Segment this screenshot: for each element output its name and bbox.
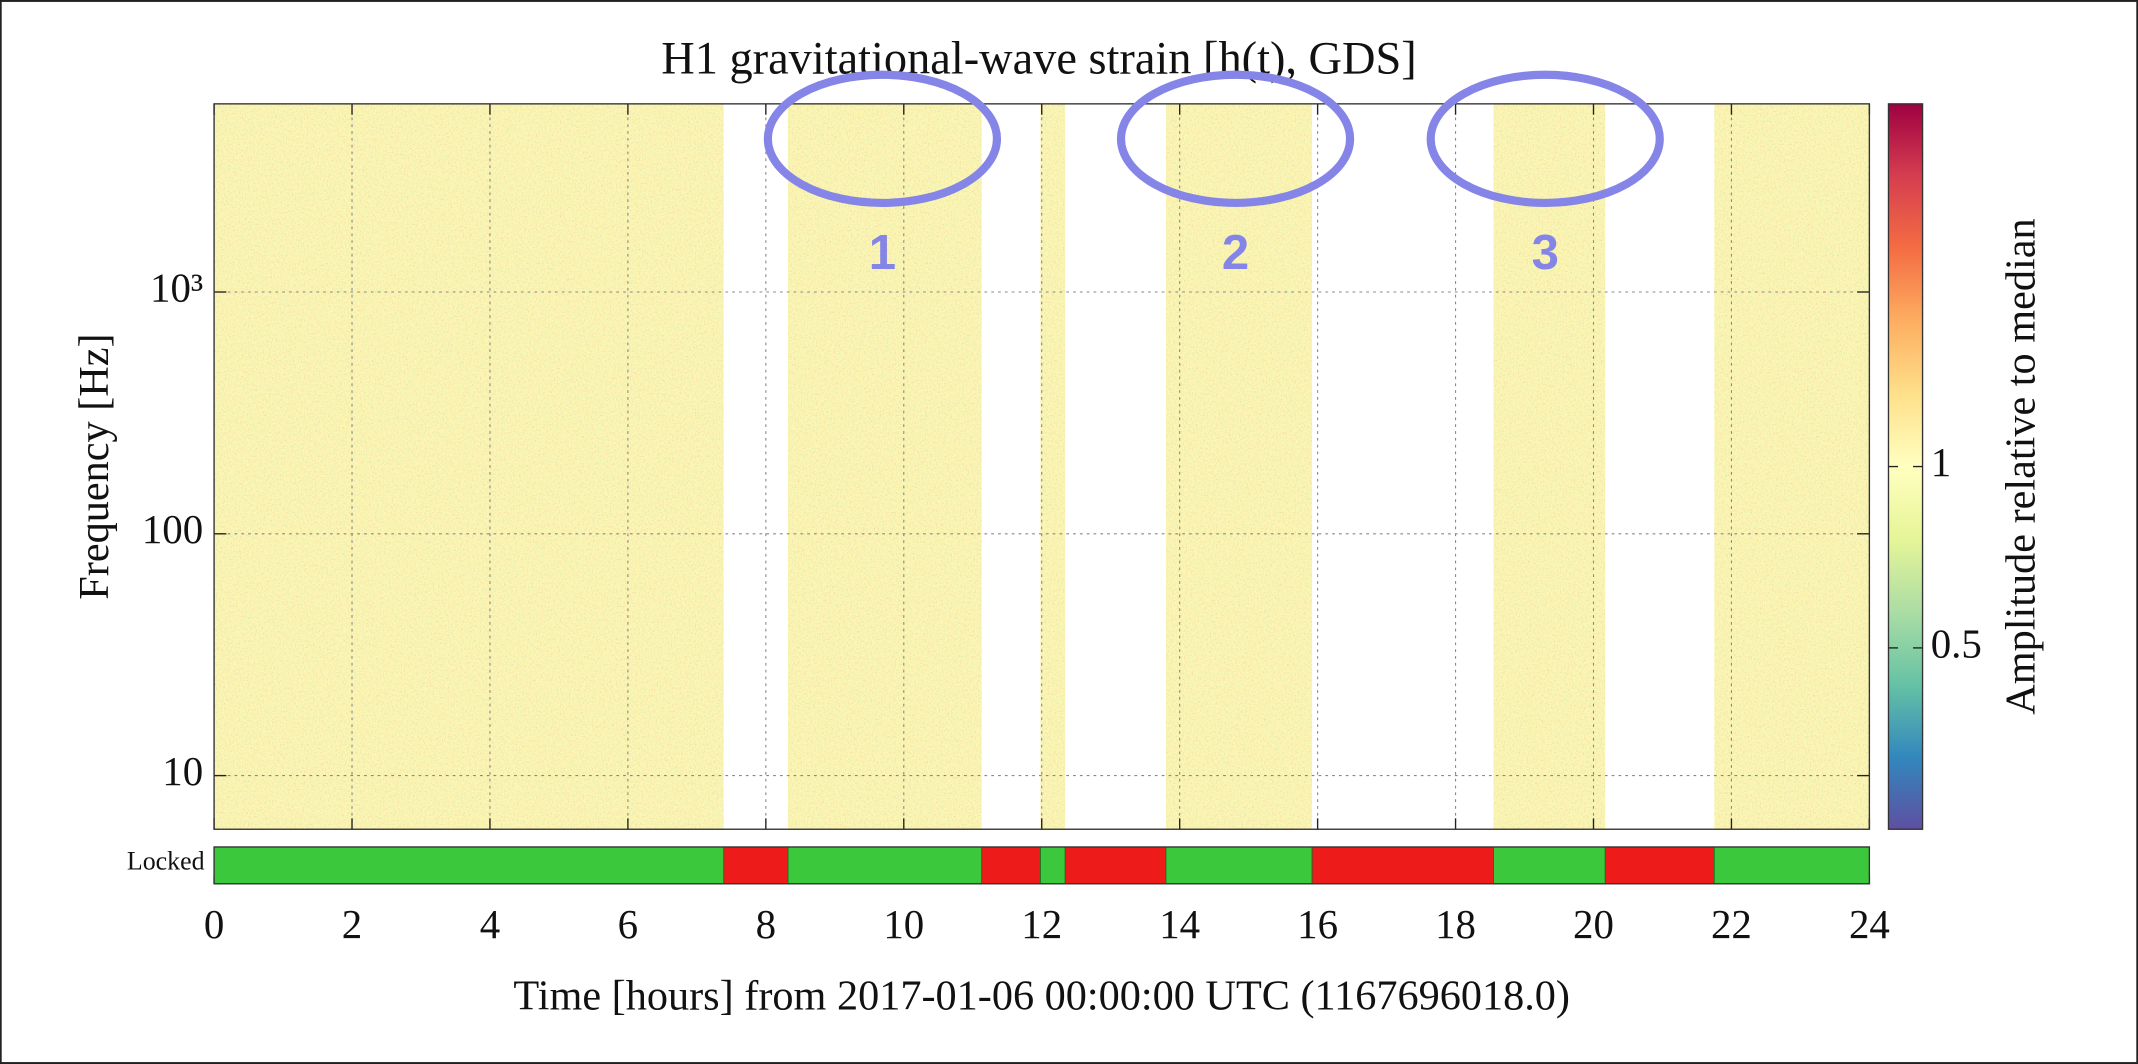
segment-on — [1493, 846, 1606, 885]
x-tick-label: 12 — [1021, 902, 1062, 947]
chart-title: H1 gravitational-wave strain [h(t), GDS] — [661, 34, 1416, 85]
x-tick-label: 10 — [883, 902, 924, 947]
annotation-label: 2 — [1222, 226, 1249, 280]
segment-frame — [213, 846, 1871, 885]
segment-on — [1039, 846, 1066, 885]
annotation-label: 1 — [869, 226, 896, 280]
segment-off — [981, 846, 1041, 885]
segment-off — [1604, 846, 1715, 885]
annotation-ellipse — [763, 70, 1002, 208]
segment-off — [723, 846, 789, 885]
x-tick-label: 14 — [1159, 902, 1200, 947]
x-tick-label: 4 — [480, 902, 500, 947]
x-tick-label: 24 — [1849, 902, 1890, 947]
colorbar-label: Amplitude relative to median — [1998, 218, 2045, 714]
y-axis-label: Frequency [Hz] — [71, 333, 118, 599]
y-tick-label: 100 — [142, 507, 203, 552]
x-tick-label: 6 — [618, 902, 638, 947]
plot-frame — [213, 103, 1871, 830]
segment-label: Locked — [127, 846, 205, 875]
x-tick-label: 22 — [1711, 902, 1752, 947]
annotation-ellipse — [1116, 70, 1355, 208]
colorbar-tick-label: 0.5 — [1931, 621, 1982, 666]
segment-on — [213, 846, 725, 885]
x-tick-label: 20 — [1573, 902, 1614, 947]
annotation-label: 3 — [1532, 226, 1559, 280]
x-tick-label: 16 — [1297, 902, 1338, 947]
segment-on — [787, 846, 983, 885]
x-tick-label: 2 — [342, 902, 362, 947]
x-tick-label: 0 — [204, 902, 224, 947]
segment-off — [1064, 846, 1167, 885]
segment-off — [1311, 846, 1494, 885]
y-tick-label: 10 — [162, 749, 203, 794]
x-tick-label: 18 — [1435, 902, 1476, 947]
segment-on — [1713, 846, 1870, 885]
segment-on — [1165, 846, 1313, 885]
colorbar-tick-label: 1 — [1931, 440, 1951, 485]
x-axis-label: Time [hours] from 2017-01-06 00:00:00 UT… — [513, 972, 1570, 1019]
annotation-ellipse — [1426, 70, 1664, 208]
x-tick-label: 8 — [756, 902, 776, 947]
y-tick-label: 10³ — [150, 265, 203, 310]
